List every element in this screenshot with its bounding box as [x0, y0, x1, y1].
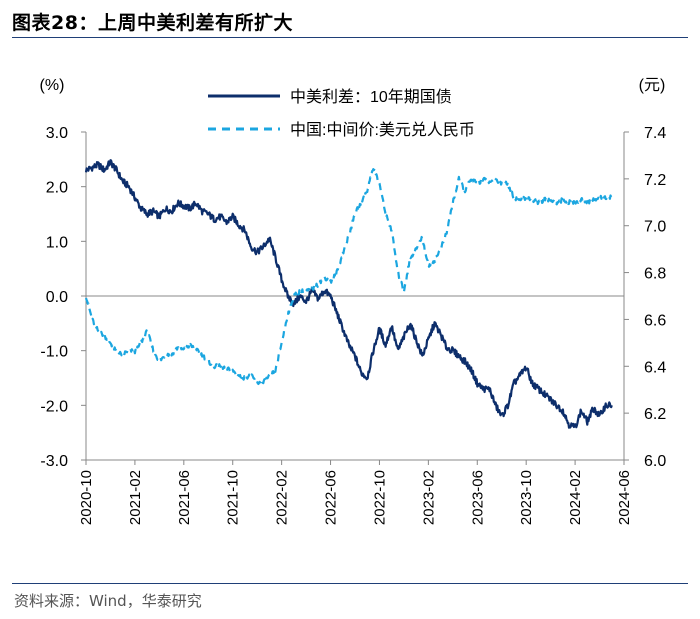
x-tick-label: 2024-02	[567, 470, 584, 525]
left-tick-label: 1.0	[46, 234, 68, 251]
x-tick-label: 2022-10	[371, 470, 388, 525]
header-rule	[12, 37, 688, 38]
left-tick-label: -3.0	[40, 453, 68, 470]
chart-title: 图表28：上周中美利差有所扩大	[12, 12, 293, 34]
right-tick-label: 7.4	[644, 125, 666, 142]
legend-spread-label: 中美利差：10年期国债	[290, 88, 452, 106]
x-tick-label: 2021-10	[225, 470, 242, 525]
left-tick-label: 0.0	[46, 289, 68, 306]
x-tick-label: 2020-10	[78, 470, 95, 525]
x-tick-label: 2021-06	[176, 470, 193, 525]
footer-rule	[12, 583, 688, 584]
left-tick-label: -2.0	[40, 398, 68, 415]
right-tick-label: 6.8	[644, 266, 666, 283]
x-tick-label: 2024-06	[616, 470, 633, 525]
right-tick-label: 6.0	[644, 453, 666, 470]
right-tick-label: 7.0	[644, 219, 666, 236]
x-tick-label: 2021-02	[127, 470, 144, 525]
x-tick-label: 2023-02	[420, 470, 437, 525]
left-tick-label: -1.0	[40, 344, 68, 361]
right-unit-label: (元)	[639, 77, 666, 94]
x-tick-label: 2022-02	[274, 470, 291, 525]
spread-series-line	[84, 159, 613, 429]
fx-series-line	[84, 167, 613, 386]
legend-fx-label: 中国:中间价:美元兑人民币	[290, 121, 475, 139]
x-tick-label: 2023-06	[469, 470, 486, 525]
source-note: 资料来源：Wind，华泰研究	[14, 592, 202, 610]
x-tick-label: 2022-06	[323, 470, 340, 525]
series-layer	[84, 159, 613, 429]
axes-layer: (%) (元) 3.0 2.0 1.0 0.0 -1.0 -2.0 -3.0 7.4 7.2 7.0 6…	[40, 77, 667, 525]
dual-axis-line-chart: (%) (元) 3.0 2.0 1.0 0.0 -1.0 -2.0 -3.0 7.4 7.2 7.0 6…	[40, 77, 667, 525]
right-tick-label: 6.6	[644, 312, 666, 329]
right-tick-label: 7.2	[644, 172, 666, 189]
x-tick-label: 2023-10	[518, 470, 535, 525]
left-unit-label: (%)	[40, 77, 65, 94]
right-tick-label: 6.4	[644, 359, 666, 376]
right-tick-label: 6.2	[644, 406, 666, 423]
left-tick-label: 3.0	[46, 125, 68, 142]
left-tick-label: 2.0	[46, 180, 68, 197]
